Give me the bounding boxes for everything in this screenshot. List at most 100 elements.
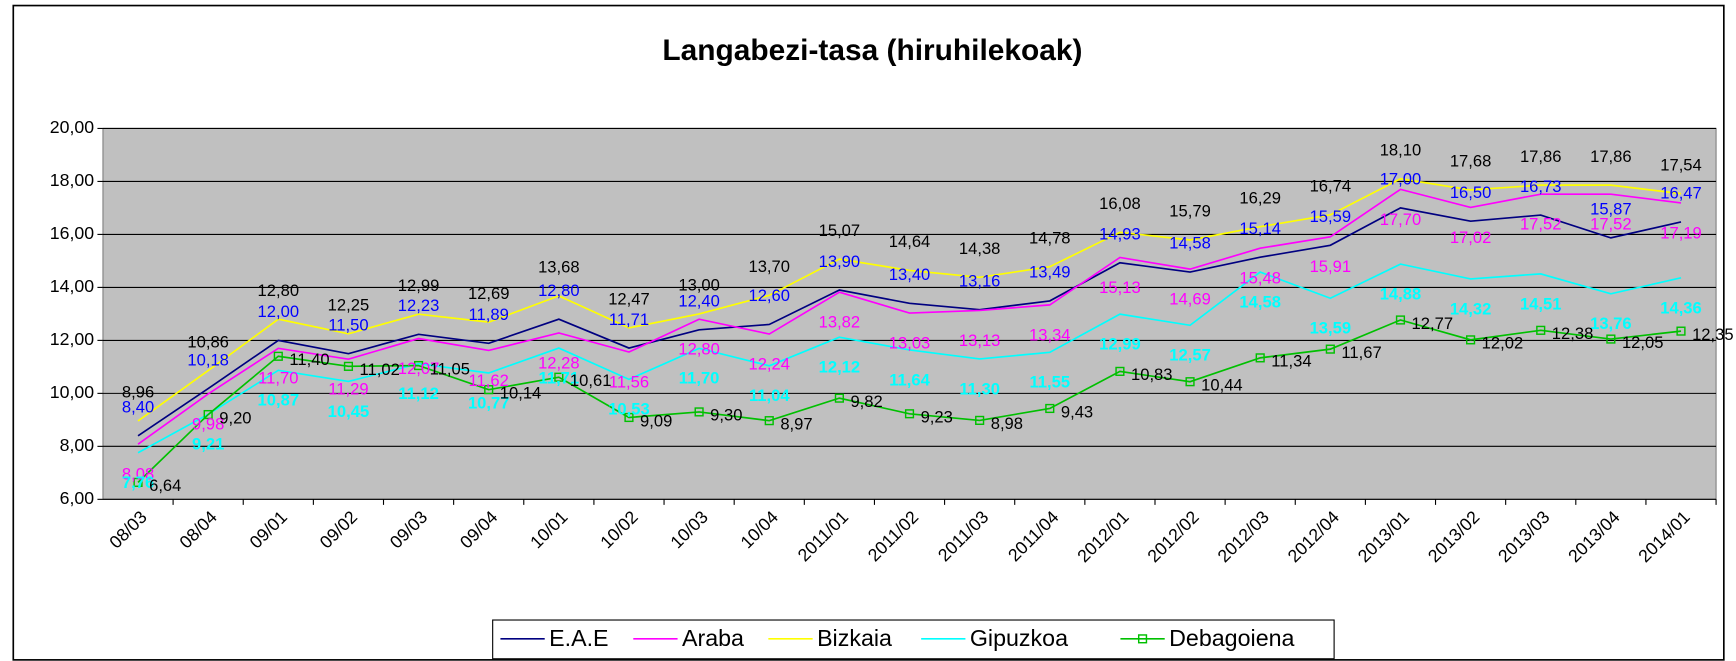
data-label: 13,16 <box>959 271 1001 290</box>
marker <box>203 409 213 420</box>
data-label: 12,80 <box>678 340 720 359</box>
data-label: 16,29 <box>1239 188 1281 207</box>
data-label: 15,13 <box>1099 278 1141 297</box>
legend-label: Araba <box>682 625 744 651</box>
data-label: 8,98 <box>991 414 1023 433</box>
data-label: 9,43 <box>1061 402 1093 421</box>
data-label: 18,10 <box>1380 140 1422 159</box>
data-label: 11,62 <box>469 371 509 390</box>
data-label: 12,24 <box>748 354 790 373</box>
data-label: 9,09 <box>640 411 672 430</box>
data-label: 11,89 <box>469 305 509 324</box>
legend-label: Debagoiena <box>1169 625 1294 651</box>
y-tick-label: 14,00 <box>50 276 94 296</box>
data-label: 13,34 <box>1029 325 1071 344</box>
data-label: 8,40 <box>122 397 154 416</box>
data-label: 15,48 <box>1239 269 1281 288</box>
data-label: 15,59 <box>1310 207 1352 226</box>
data-label: 10,18 <box>187 350 229 369</box>
data-label: 7,76 <box>122 473 154 492</box>
data-label: 11,70 <box>679 369 720 388</box>
data-label: 13,68 <box>538 258 580 277</box>
data-label: 12,00 <box>258 302 300 321</box>
marker <box>1676 326 1686 336</box>
data-label: 14,51 <box>1520 294 1562 313</box>
data-label: 10,87 <box>258 391 300 410</box>
y-tick-label: 18,00 <box>50 170 94 190</box>
data-label: 12,25 <box>328 295 370 314</box>
data-label: 14,32 <box>1450 299 1492 318</box>
series-line <box>137 207 1682 437</box>
legend <box>492 619 1335 660</box>
marker <box>975 415 985 425</box>
data-label: 9,21 <box>192 435 224 454</box>
data-label: 12,80 <box>258 281 300 300</box>
marker <box>343 361 354 371</box>
marker <box>1325 344 1335 354</box>
data-label: 12,12 <box>819 358 861 377</box>
data-label: 12,80 <box>538 281 580 300</box>
data-label: 12,38 <box>1552 324 1594 343</box>
marker <box>834 393 844 403</box>
data-label: 14,58 <box>1169 234 1211 253</box>
data-label: 15,07 <box>819 221 861 240</box>
data-label: 16,08 <box>1099 194 1141 213</box>
data-label: 8,08 <box>122 465 154 484</box>
marker <box>1185 377 1195 387</box>
y-tick-label: 16,00 <box>50 223 94 243</box>
data-label: 9,82 <box>850 392 882 411</box>
marker <box>1045 403 1055 414</box>
data-label: 17,52 <box>1590 215 1632 234</box>
data-label: 14,36 <box>1660 298 1702 317</box>
data-label: 12,77 <box>1412 314 1454 333</box>
data-label: 16,74 <box>1310 177 1352 196</box>
data-label: 8,97 <box>780 414 812 433</box>
data-label: 11,71 <box>539 368 580 387</box>
y-tick-label: 6,00 <box>60 488 95 508</box>
data-label: 10,77 <box>468 393 510 412</box>
data-label: 13,49 <box>1029 263 1071 282</box>
legend-label: Bizkaia <box>817 625 892 651</box>
data-label: 16,47 <box>1660 184 1702 203</box>
data-label: 13,13 <box>959 331 1001 350</box>
data-label: 11,12 <box>398 384 439 403</box>
data-label: 11,67 <box>1341 343 1381 362</box>
chart-title: Langabezi-tasa (hiruhilekoak) <box>662 34 1082 67</box>
marker <box>904 409 915 419</box>
data-label: 13,40 <box>889 265 931 284</box>
data-label: 15,14 <box>1239 219 1281 238</box>
data-label: 12,57 <box>1169 346 1211 365</box>
data-label: 15,91 <box>1310 257 1352 276</box>
data-label: 14,58 <box>1239 292 1281 311</box>
data-label: 17,00 <box>1380 170 1422 189</box>
marker <box>133 477 143 487</box>
data-label: 14,78 <box>1029 228 1071 247</box>
data-label: 11,71 <box>609 310 649 329</box>
data-label: 11,55 <box>1029 373 1070 392</box>
marker <box>1115 366 1125 376</box>
data-label: 12,05 <box>1622 333 1664 352</box>
y-tick-label: 10,00 <box>50 382 94 402</box>
data-label: 11,64 <box>889 370 930 389</box>
data-label: 10,14 <box>500 383 542 402</box>
data-label: 11,40 <box>289 350 329 369</box>
data-label: 10,44 <box>1201 376 1243 395</box>
data-label: 16,50 <box>1450 183 1492 202</box>
marker <box>1606 334 1616 344</box>
series-line <box>137 319 1682 483</box>
y-tick-label: 12,00 <box>50 329 94 349</box>
data-label: 13,76 <box>1590 314 1632 333</box>
data-label: 13,90 <box>819 252 861 271</box>
data-label: 11,29 <box>328 380 368 399</box>
data-label: 12,40 <box>678 292 720 311</box>
series-line <box>137 263 1682 454</box>
data-label: 13,59 <box>1310 319 1352 338</box>
data-label: 11,56 <box>609 372 649 391</box>
data-label: 14,88 <box>1380 284 1422 303</box>
data-label: 11,34 <box>1271 352 1311 371</box>
data-label: 12,02 <box>1482 334 1524 353</box>
data-label: 11,05 <box>430 359 470 378</box>
marker <box>1395 315 1406 325</box>
data-label: 14,93 <box>1099 224 1141 243</box>
